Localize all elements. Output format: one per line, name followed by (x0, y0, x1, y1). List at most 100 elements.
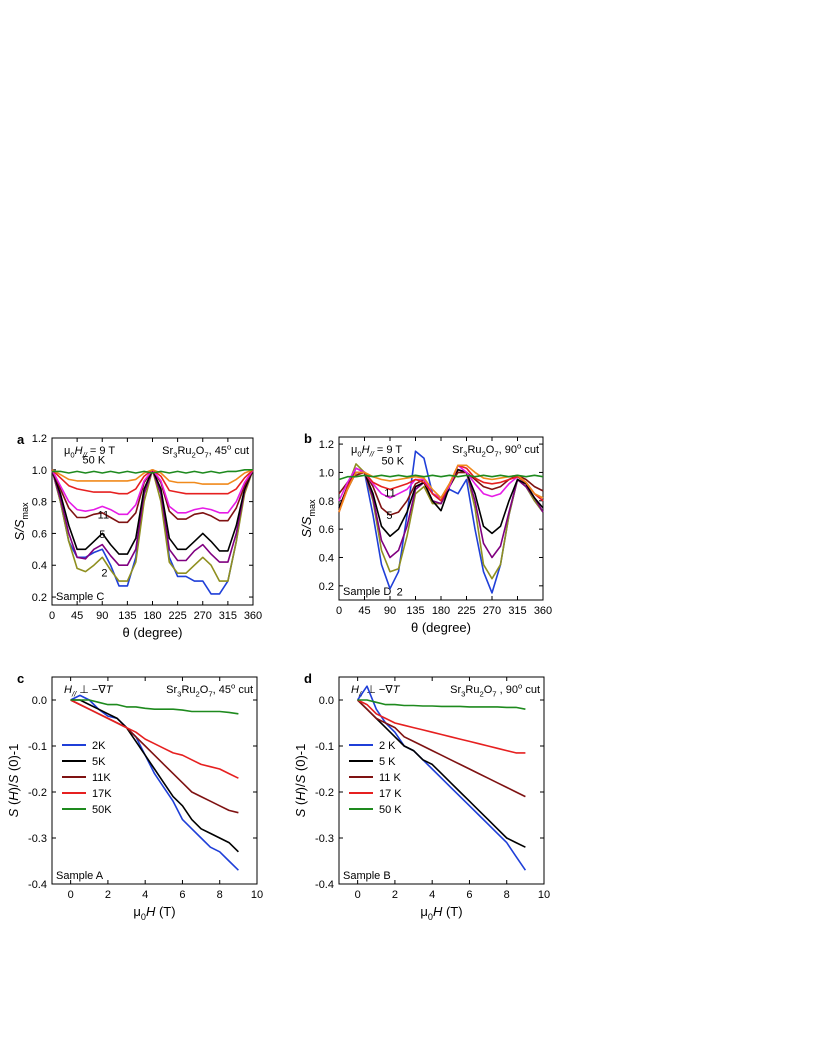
sample-label: Sample B (343, 870, 391, 882)
annotation-label: 2 (101, 567, 107, 579)
x-tick-label: 135 (406, 605, 424, 617)
legend-label: 5 K (379, 756, 396, 768)
x-tick-label: 315 (508, 605, 526, 617)
y-tick-label: 1.2 (32, 433, 47, 445)
series-line-0 (338, 450, 544, 594)
panel-label: d (304, 671, 312, 686)
x-tick-label: 10 (538, 889, 550, 901)
y-tick-label: 0.0 (319, 695, 334, 707)
y-axis-label: S (H)/S (0)-1 (293, 744, 308, 818)
series-line-0 (51, 468, 254, 595)
panel-a: a 0 45 90 135 180 225 270 315 360 0.2 0.4 0.6 0.8 1.0 1… (12, 432, 262, 640)
legend-label: 2 K (379, 740, 396, 752)
series-line-8 (52, 468, 253, 474)
x-tick-label: 2 (105, 889, 111, 901)
series-line-3 (51, 468, 254, 555)
x-tick-label: 6 (466, 889, 472, 901)
y-tick-label: 0.6 (319, 524, 334, 536)
title-left: μ0H// = 9 T (351, 444, 402, 458)
panel-label: a (17, 432, 25, 447)
x-tick-label: 0 (68, 889, 74, 901)
panel-c: c 0 2 4 6 8 10 0.0 -0.1 -0.2 -0.3 -0.4 μ0H (T) S (H)/… (6, 671, 263, 922)
sample-label: Sample A (56, 870, 104, 882)
panel-label: c (17, 671, 24, 686)
series-line-3 (338, 468, 544, 538)
x-tick-label: 180 (432, 605, 450, 617)
series-line-6 (338, 464, 544, 513)
annotation-label: 5 (99, 529, 105, 541)
annotation-label: 11 (98, 509, 109, 521)
y-tick-label: -0.4 (28, 879, 47, 891)
title-left: H// ⊥ −∇T (351, 684, 401, 698)
series-line-11K (357, 699, 526, 798)
y-tick-label: -0.1 (28, 741, 47, 753)
legend-label: 5K (92, 756, 106, 768)
x-axis-label: μ0H (T) (133, 904, 175, 922)
x-tick-label: 360 (534, 605, 552, 617)
title-left: H// ⊥ −∇T (64, 684, 114, 698)
y-tick-label: 0.2 (319, 581, 334, 593)
y-tick-label: 0.8 (319, 496, 334, 508)
y-tick-label: -0.3 (315, 833, 334, 845)
y-tick-label: 0.2 (32, 592, 47, 604)
series-line-17K (70, 699, 239, 779)
x-tick-label: 8 (217, 889, 223, 901)
series-line-2 (338, 467, 544, 559)
x-tick-label: 360 (244, 610, 262, 622)
x-tick-label: 0 (49, 610, 55, 622)
y-tick-label: 1.0 (32, 465, 47, 477)
series-line-5 (51, 468, 254, 516)
panel-label: b (304, 431, 312, 446)
x-tick-label: 45 (358, 605, 370, 617)
legend-label: 11K (92, 772, 111, 784)
x-axis-label: θ (degree) (123, 625, 183, 640)
title-right: Sr3Ru2O7, 45o cut (166, 681, 253, 698)
sample-label: Sample C (56, 591, 104, 603)
legend-label: 17K (92, 788, 112, 800)
x-tick-label: 8 (504, 889, 510, 901)
y-axis-label: S (H)/S (0)-1 (6, 744, 21, 818)
legend-label: 50 K (379, 804, 402, 816)
annotation-label: 50 K (83, 454, 106, 466)
y-tick-label: 0.4 (319, 552, 334, 564)
y-tick-label: 0.4 (32, 560, 47, 572)
annotation-label: 50 K (382, 456, 405, 468)
series-line-50K (357, 699, 526, 710)
plot-frame (338, 436, 544, 601)
plot-frame (338, 676, 545, 885)
y-tick-label: 0.6 (32, 528, 47, 540)
legend-label: 2K (92, 740, 106, 752)
y-tick-label: 1.2 (319, 439, 334, 451)
series-line-8 (338, 474, 544, 481)
x-tick-label: 45 (71, 610, 83, 622)
panel-d: d 0 2 4 6 8 10 0.0 -0.1 -0.2 -0.3 -0.4 μ0H (T) S (H)/… (293, 671, 550, 922)
x-tick-label: 225 (457, 605, 475, 617)
y-tick-label: -0.1 (315, 741, 334, 753)
y-tick-label: 0.8 (32, 497, 47, 509)
x-axis-label: θ (degree) (411, 620, 471, 635)
series-line-4 (51, 468, 254, 524)
y-tick-label: -0.2 (315, 787, 334, 799)
panel-b: b 0 45 90 135 180 225 270 315 360 0.2 0.4 0.6 0.8 1.0 1… (299, 431, 552, 635)
annotation-label: 2 (397, 587, 403, 599)
legend-label: 50K (92, 804, 112, 816)
title-right: Sr3Ru2O7, 90o cut (452, 441, 539, 458)
x-tick-label: 2 (392, 889, 398, 901)
y-tick-label: 1.0 (319, 467, 334, 479)
x-tick-label: 180 (143, 610, 161, 622)
series-line-5K (70, 699, 239, 853)
x-tick-label: 135 (118, 610, 136, 622)
title-right: Sr3Ru2O7, 45o cut (162, 442, 249, 459)
title-right: Sr3Ru2O7 , 90o cut (450, 681, 540, 698)
x-tick-label: 270 (483, 605, 501, 617)
sample-label: Sample D (343, 586, 391, 598)
x-tick-label: 4 (429, 889, 435, 901)
x-tick-label: 315 (219, 610, 237, 622)
legend-label: 17 K (379, 788, 402, 800)
series-line-50K (70, 699, 239, 715)
series-line-7 (51, 468, 254, 485)
y-tick-label: -0.3 (28, 833, 47, 845)
plot-frame (51, 676, 258, 885)
y-axis-label: S/Smax (299, 499, 317, 538)
